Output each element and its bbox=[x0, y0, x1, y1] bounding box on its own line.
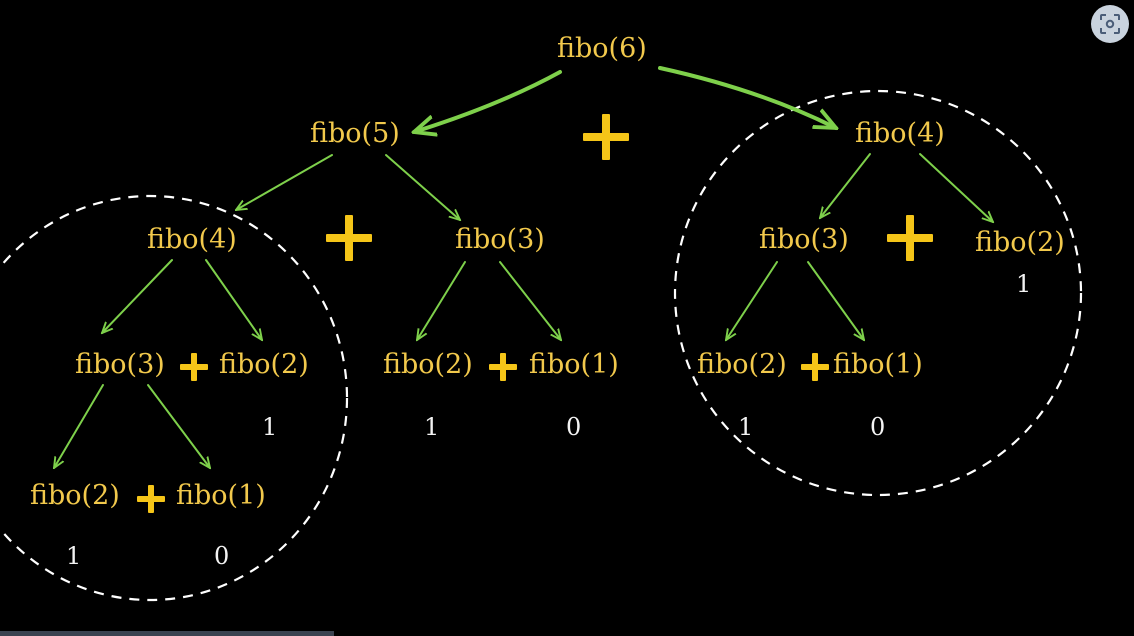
highlight-circle-right bbox=[673, 89, 1083, 497]
edge-arrow-n3m-to-n2m bbox=[417, 261, 466, 340]
edge-arrow-n3r-to-n2rr bbox=[726, 261, 778, 340]
edge-arrow-n3l-to-n1ll bbox=[147, 384, 210, 468]
edge-arrow-n5-to-n3m bbox=[385, 154, 460, 220]
plus-icon bbox=[137, 485, 165, 513]
screen-capture-button[interactable] bbox=[1091, 5, 1129, 43]
node-fibo-4-left: fibo(4) bbox=[147, 224, 237, 255]
node-fibo-2-right-leaf: fibo(2) bbox=[697, 349, 787, 380]
plus-icon bbox=[887, 215, 933, 261]
node-fibo-4-right: fibo(4) bbox=[855, 118, 945, 149]
edge-arrow-n4r-to-n2r bbox=[919, 153, 993, 222]
node-fibo-3-middle: fibo(3) bbox=[455, 224, 545, 255]
node-fibo-3-left: fibo(3) bbox=[75, 349, 165, 380]
highlight-circle-left bbox=[0, 194, 349, 602]
node-fibo-1-right-leaf: fibo(1) bbox=[833, 349, 923, 380]
node-fibo-2-left-leaf: fibo(2) bbox=[30, 480, 120, 511]
edge-arrow-n4l-to-n2l bbox=[205, 259, 262, 340]
plus-icon bbox=[180, 353, 208, 381]
value-fibo-2-right-leaf: 1 bbox=[738, 413, 754, 441]
node-fibo-2-right: fibo(2) bbox=[975, 227, 1065, 258]
edge-arrow-n4r-to-n3r bbox=[820, 153, 871, 218]
edge-arrow-n4l-to-n3l bbox=[102, 259, 173, 333]
plus-icon bbox=[489, 353, 517, 381]
value-fibo-1-middle: 0 bbox=[566, 413, 582, 441]
screen-capture-icon bbox=[1100, 14, 1120, 34]
edge-arrow-n5-to-n4l bbox=[236, 154, 333, 210]
value-fibo-2-left: 1 bbox=[262, 413, 278, 441]
value-fibo-1-right-leaf: 0 bbox=[870, 413, 886, 441]
edge-arrow-n3l-to-n2ll bbox=[54, 384, 104, 468]
bottom-progress-bar bbox=[0, 631, 334, 636]
node-fibo-2-left: fibo(2) bbox=[219, 349, 309, 380]
plus-icon bbox=[326, 215, 372, 261]
edge-arrow-n3m-to-n1m bbox=[499, 261, 561, 340]
value-fibo-2-left-leaf: 1 bbox=[66, 542, 82, 570]
edge-arrow-n3r-to-n1rr bbox=[807, 261, 864, 340]
value-fibo-2-middle: 1 bbox=[424, 413, 440, 441]
value-fibo-1-left-leaf: 0 bbox=[214, 542, 230, 570]
node-fibo-1-left-leaf: fibo(1) bbox=[176, 480, 266, 511]
plus-icon bbox=[583, 114, 629, 160]
plus-icon bbox=[801, 353, 829, 381]
node-fibo-2-middle: fibo(2) bbox=[383, 349, 473, 380]
node-fibo-6: fibo(6) bbox=[557, 33, 647, 64]
node-fibo-3-right: fibo(3) bbox=[759, 224, 849, 255]
node-fibo-1-middle: fibo(1) bbox=[529, 349, 619, 380]
value-fibo-2-right: 1 bbox=[1016, 270, 1032, 298]
node-fibo-5: fibo(5) bbox=[310, 118, 400, 149]
edge-arrow-n6-to-n4r bbox=[658, 66, 836, 128]
edge-arrow-n6-to-n5 bbox=[414, 70, 562, 132]
